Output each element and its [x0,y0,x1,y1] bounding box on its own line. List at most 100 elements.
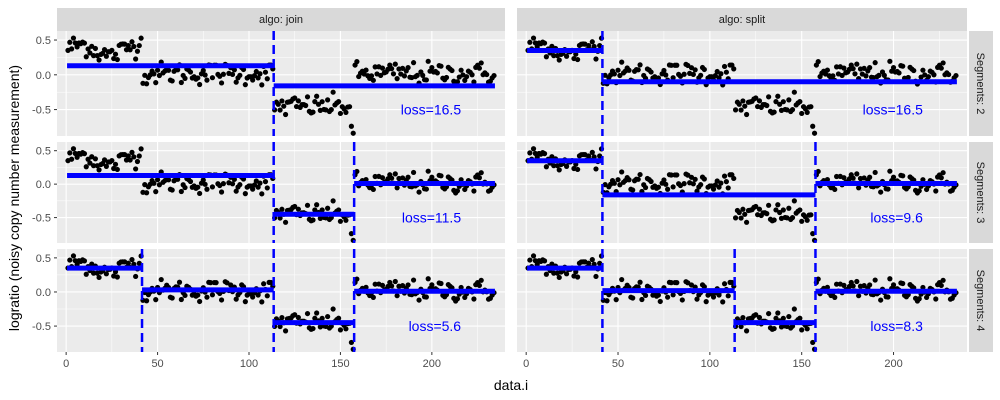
data-point [850,283,856,289]
data-point [242,299,248,305]
data-point [379,282,386,288]
data-point [127,157,133,163]
data-point [589,149,595,155]
data-point [804,326,810,332]
data-point [773,315,779,321]
row-strip [969,31,993,136]
data-point [619,169,625,175]
data-point [786,205,792,211]
data-point [153,297,159,303]
data-point [887,168,893,174]
data-point [154,67,161,73]
data-point [597,42,603,49]
data-point [808,104,814,110]
data-point [799,327,805,333]
data-point [209,292,216,298]
data-point [209,75,216,81]
data-point [797,99,803,105]
data-point [350,130,356,136]
data-point [668,172,674,178]
data-point [591,43,597,50]
data-point [153,189,159,195]
data-point [220,71,226,77]
loss-label: loss=8.3 [870,318,923,334]
data-point [237,182,243,188]
data-point [753,95,759,101]
data-point [804,217,810,223]
data-point [182,75,188,81]
x-axis-title: data.i [494,377,528,393]
data-point [890,64,897,71]
data-point [165,67,172,73]
data-point [103,271,109,277]
column-strip-label: algo: split [719,14,765,26]
data-point [67,39,73,45]
x-tick-label: 100 [240,358,258,370]
data-point [109,47,115,53]
data-point [438,280,444,287]
data-point [454,296,461,302]
data-point [551,270,557,276]
data-point [438,63,444,69]
data-point [392,278,398,285]
data-point [766,310,772,317]
data-point [175,176,181,182]
data-point [797,207,803,213]
data-point [405,174,411,180]
data-point [681,71,687,77]
y-tick-label: 0.0 [36,287,51,299]
data-point [133,273,139,280]
data-point [314,202,320,208]
data-point [379,175,386,181]
data-point [114,274,120,280]
data-point [400,283,406,289]
data-point [87,50,93,56]
data-point [187,69,194,75]
data-point [312,99,318,105]
data-point [756,206,763,212]
data-point [425,276,431,282]
data-point [619,276,625,283]
data-point [832,294,838,300]
data-point [861,65,867,71]
data-point [310,325,316,332]
data-point [833,281,840,287]
data-point [372,64,378,70]
data-point [169,295,175,301]
data-point [593,56,599,62]
data-point [797,315,803,321]
data-point [176,279,183,285]
data-point [940,277,946,283]
data-point [668,280,674,286]
data-point [890,282,897,288]
panel-background [57,249,505,352]
data-point [372,281,378,287]
data-point [348,339,354,346]
data-point [96,57,102,63]
data-point [953,72,959,79]
data-point [703,299,709,305]
data-point [743,328,750,334]
data-point [773,99,779,105]
y-tick-label: 0.5 [36,35,51,47]
data-point [791,198,797,204]
data-point [187,178,194,185]
data-point [125,153,131,159]
data-point [856,185,862,191]
data-point [136,153,142,159]
data-point [109,157,115,164]
data-point [639,296,645,303]
data-point [314,310,320,316]
data-point [541,151,548,157]
data-point [810,231,816,237]
data-point [370,77,376,83]
data-point [938,282,944,289]
data-point [259,299,265,305]
data-point [178,296,184,303]
data-point [420,72,426,78]
data-point [96,274,102,281]
data-point [81,40,88,46]
data-point [295,98,301,104]
data-point [70,253,77,259]
